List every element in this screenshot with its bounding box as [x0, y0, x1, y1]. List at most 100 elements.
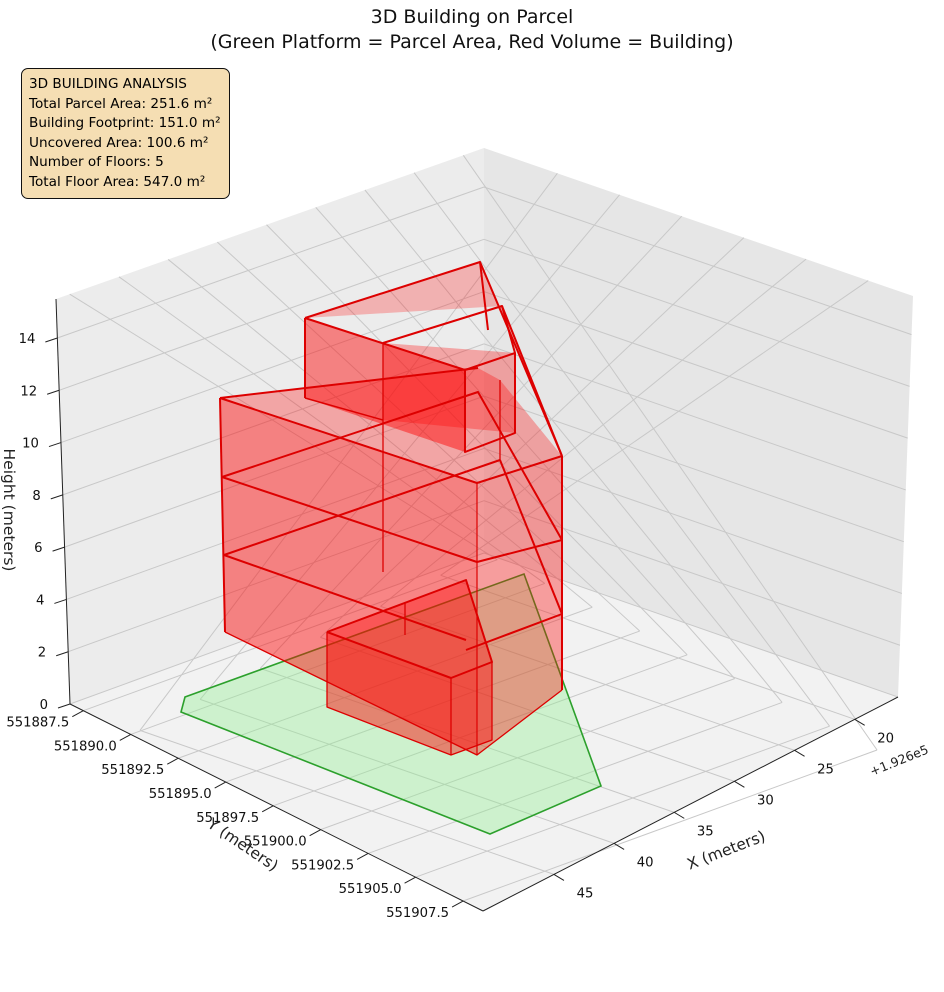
- y-floor-gridline: [178, 606, 593, 759]
- x-tick-label: 40: [637, 855, 654, 870]
- y-tick-label: 551895.0: [149, 787, 212, 802]
- y-floor-gridline: [462, 749, 878, 902]
- building-face: [451, 662, 492, 755]
- z-left-gridline: [69, 552, 485, 705]
- building-volume: [219, 261, 563, 756]
- x-tick: [674, 811, 685, 819]
- y-tick-label: 551902.5: [291, 858, 354, 873]
- chart-subtitle: (Green Platform = Parcel Area, Red Volum…: [210, 31, 734, 53]
- z-left-gridline: [68, 500, 485, 653]
- y-floor-gridline: [83, 559, 498, 712]
- building-face: [327, 580, 492, 678]
- x-tick: [613, 842, 625, 850]
- building-face: [383, 343, 515, 433]
- y-tick-label: 551890.0: [54, 739, 117, 754]
- y-floor-gridline: [273, 654, 688, 807]
- building-edge: [223, 554, 467, 641]
- axis-ticks: 551887.5 551890.0 551892.5 551895.0 551897.5…: [6, 332, 894, 921]
- y-wall-gridline: [217, 241, 641, 632]
- z-tick: [50, 494, 63, 500]
- z-axis-line: [55, 298, 71, 705]
- z-tick: [56, 651, 69, 657]
- x-wall-gridline: [440, 280, 869, 576]
- y-floor-gridline: [320, 678, 735, 831]
- info-number-of-floors: Number of Floors: 5: [29, 154, 164, 171]
- x-wall-gridline: [380, 258, 807, 607]
- z-tick: [54, 598, 67, 604]
- x-tick-label: 35: [697, 824, 714, 839]
- z-tick-label: 6: [34, 541, 42, 556]
- z-right-gridline: [483, 552, 899, 698]
- axis-lines: [55, 298, 899, 912]
- x-axis-line: [482, 696, 899, 912]
- chart-title: 3D Building on Parcel: [370, 6, 574, 28]
- x-floor-gridline: [199, 698, 615, 844]
- z-tick-label: 2: [38, 646, 46, 661]
- y-tick: [214, 781, 226, 789]
- z-right-gridline: [483, 186, 912, 336]
- building-edge: [223, 459, 501, 556]
- y-wall-gridline: [364, 189, 783, 703]
- z-right-gridline: [483, 291, 908, 439]
- x-floor-gridline: [260, 667, 675, 813]
- x-tick-label: 25: [817, 762, 834, 777]
- x-tick-label: 45: [577, 886, 594, 901]
- info-building-footprint: Building Footprint: 151.0 m²: [29, 115, 221, 132]
- x-floor-gridline: [139, 729, 555, 875]
- building-face: [220, 398, 477, 755]
- z-left-gridline: [60, 291, 485, 444]
- building-edge: [219, 397, 478, 484]
- x-tick: [854, 718, 865, 726]
- z-right-gridline: [483, 238, 910, 387]
- z-left-gridline: [62, 343, 485, 496]
- y-tick-label: 551897.5: [196, 811, 259, 826]
- building-face: [305, 318, 465, 452]
- building-face: [477, 456, 562, 755]
- z-tick-label: 0: [40, 698, 48, 713]
- z-tick-label: 8: [32, 489, 40, 504]
- z-tick: [52, 546, 65, 552]
- y-tick: [261, 805, 274, 813]
- building-face: [305, 262, 562, 456]
- y-tick-label: 551900.0: [244, 835, 307, 850]
- building-edge: [501, 305, 563, 457]
- z-left-gridline: [58, 238, 485, 391]
- building-edge: [465, 613, 563, 651]
- y-wall-gridline: [413, 172, 830, 727]
- building-edge: [219, 397, 226, 633]
- building-edge: [382, 305, 516, 453]
- z-tick: [48, 442, 62, 448]
- z-tick: [46, 389, 60, 395]
- x-offset-label: +1.926e5: [868, 742, 931, 779]
- y-tick-label: 551892.5: [101, 763, 164, 778]
- y-tick-label: 551887.5: [6, 716, 69, 731]
- z-right-gridline: [483, 343, 906, 491]
- y-tick: [451, 900, 464, 908]
- z-left-gridline: [57, 186, 485, 339]
- z-tick-label: 4: [36, 593, 44, 608]
- y-wall-gridline: [315, 207, 736, 679]
- info-uncovered-area: Uncovered Area: 100.6 m²: [29, 134, 209, 151]
- z-axis-label: Height (meters): [0, 449, 18, 572]
- y-axis-line: [69, 703, 484, 912]
- info-total-floor-area: Total Floor Area: 547.0 m²: [29, 173, 206, 190]
- info-heading: 3D BUILDING ANALYSIS: [29, 76, 187, 92]
- building-edge: [219, 367, 479, 399]
- y-tick: [72, 710, 84, 718]
- x-tick: [734, 780, 745, 788]
- building-edge: [476, 455, 563, 484]
- building-edge: [304, 317, 466, 371]
- building-edge: [499, 459, 563, 615]
- building-analysis-box: 3D BUILDING ANALYSIS Total Parcel Area: …: [21, 68, 230, 199]
- z-left-gridline: [66, 447, 485, 600]
- x-tick-label: 30: [757, 793, 774, 808]
- x-wall-gridline: [199, 194, 620, 700]
- x-tick: [794, 749, 805, 757]
- y-wall-gridline: [118, 276, 546, 584]
- z-right-gridline: [483, 447, 903, 594]
- y-floor-gridline: [415, 725, 830, 878]
- building-edge: [304, 261, 489, 331]
- building-edge: [304, 397, 384, 421]
- x-wall-gridline: [139, 173, 558, 731]
